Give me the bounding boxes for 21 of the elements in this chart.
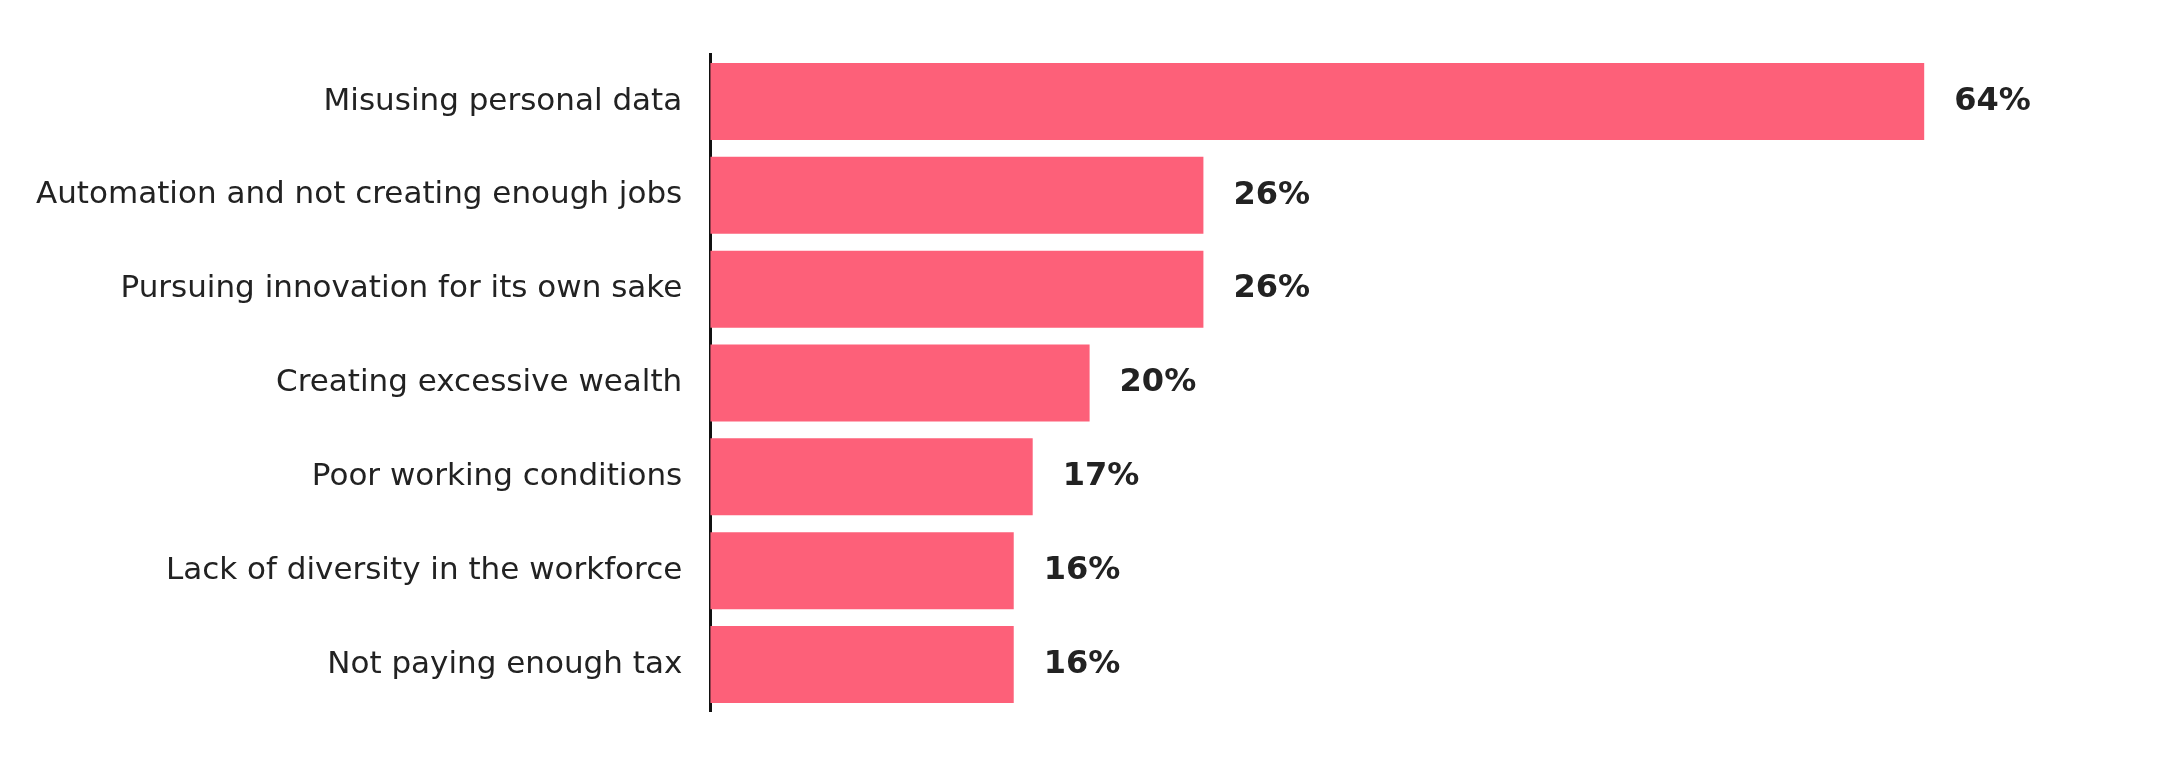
y-tick-label: Pursuing innovation for its own sake [120,268,683,305]
data-label: 26% [1233,173,1311,212]
data-label: 26% [1233,267,1311,306]
bar [710,438,1033,516]
data-label: 20% [1119,361,1197,400]
y-tick-label: Poor working conditions [311,455,683,492]
data-label: 16% [1043,642,1121,681]
bar [710,63,1925,140]
y-tick-label: Misusing personal data [323,80,683,117]
data-label: 16% [1043,548,1121,587]
bar [710,626,1014,703]
bar [710,250,1204,328]
bar [710,344,1090,422]
y-tick-label: Creating excessive wealth [276,362,683,399]
bar [710,156,1204,234]
y-tick-label: Not paying enough tax [327,643,683,680]
data-label: 17% [1062,455,1140,494]
bar [710,532,1014,610]
data-label: 64% [1954,79,2031,118]
y-tick-label: Lack of diversity in the workforce [165,549,683,586]
y-tick-label: Automation and not creating enough jobs [36,174,683,211]
